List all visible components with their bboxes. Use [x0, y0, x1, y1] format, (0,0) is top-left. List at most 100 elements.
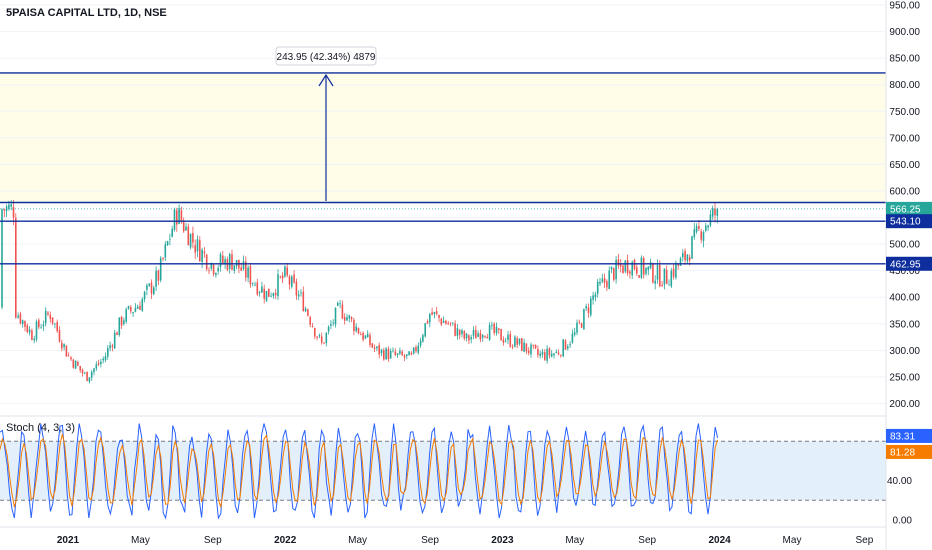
candle-body: [555, 351, 558, 353]
candle-body: [159, 258, 162, 281]
candle-body: [521, 338, 523, 351]
candle-body: [376, 346, 378, 349]
price-tick-label: 450.00: [889, 266, 920, 277]
candle-body: [709, 214, 712, 226]
candle-body: [212, 264, 215, 275]
candle-body: [638, 275, 640, 278]
candle-body: [481, 335, 484, 338]
candle-body: [626, 260, 629, 274]
candle-body: [675, 262, 677, 278]
candle-body: [178, 208, 180, 224]
price-tick-label: 200.00: [889, 399, 920, 410]
candle-body: [104, 356, 107, 361]
candle-body: [647, 266, 650, 270]
candle-body: [215, 272, 217, 276]
candle-body: [679, 258, 682, 266]
candle-body: [587, 307, 590, 313]
candle-body: [539, 353, 541, 356]
candle-body: [279, 276, 282, 278]
measure-arrow-head-icon: [318, 73, 334, 87]
candle-body: [424, 323, 426, 337]
candle-body: [182, 221, 185, 232]
candle-body: [130, 307, 132, 312]
candle-body: [631, 261, 633, 276]
stoch-k-badge-bg: [886, 428, 932, 443]
candle-body: [659, 264, 661, 287]
candle-body: [445, 320, 447, 324]
level-543-badge-bg: [886, 214, 932, 229]
candle-body: [256, 282, 259, 295]
level-462-badge: 462.95: [890, 259, 921, 270]
candle-body: [157, 270, 160, 281]
stoch-indicator-title[interactable]: Stoch (4, 3, 3): [6, 422, 76, 434]
candle-body: [403, 355, 406, 358]
candle-body: [527, 350, 530, 354]
candle-body: [562, 339, 564, 357]
candle-body: [136, 306, 139, 309]
candle-body: [440, 318, 443, 325]
candle-body: [502, 339, 505, 343]
candle-body: [654, 280, 656, 284]
candle-body: [171, 228, 173, 237]
price-tick-label: 350.00: [889, 319, 920, 330]
candle-body: [228, 254, 231, 269]
price-tick-label: 950.00: [889, 1, 920, 12]
candle-body: [284, 266, 286, 277]
candle-body: [580, 323, 583, 328]
candle-body: [714, 208, 716, 216]
candle-body: [447, 323, 449, 325]
candle-body: [472, 329, 475, 336]
candle-body: [433, 312, 436, 315]
candle-body: [84, 372, 86, 374]
candle-body: [449, 322, 452, 324]
candle-body: [564, 340, 567, 350]
candle-body: [684, 250, 686, 261]
candle-body: [488, 325, 491, 340]
levels[interactable]: [0, 72, 886, 265]
candle-body: [353, 319, 355, 332]
stoch-tick-label: 0.00: [893, 516, 913, 527]
candle-body: [629, 271, 631, 274]
candle-body: [590, 298, 592, 316]
candle-body: [208, 270, 210, 272]
candle-body: [35, 321, 38, 340]
candle-body: [355, 326, 357, 332]
candle-body: [608, 270, 610, 289]
candle-body: [350, 317, 353, 320]
candle-body: [498, 328, 500, 330]
candle-body: [173, 209, 176, 230]
candle-body: [162, 257, 164, 259]
candle-body: [148, 283, 150, 286]
candle-body: [10, 204, 12, 207]
measure-tool[interactable]: 243.95 (42.34%) 4879: [275, 46, 377, 201]
candle-body: [546, 348, 548, 361]
candle-body: [187, 226, 190, 246]
current-price-badge-bg: [886, 201, 932, 216]
candle-body: [51, 317, 54, 324]
candle-body: [33, 338, 35, 341]
time-axis-label: Sep: [204, 535, 222, 546]
candle-body: [594, 294, 597, 298]
measure-label: 243.95 (42.34%) 4879: [277, 52, 376, 63]
candle-body: [49, 314, 52, 320]
candle-body: [484, 336, 486, 337]
candle-body: [28, 329, 31, 333]
candle-body: [571, 333, 574, 343]
candle-body: [578, 321, 581, 323]
candle-body: [465, 333, 468, 339]
level-543-badge: 543.10: [890, 217, 921, 228]
candle-body: [438, 315, 440, 319]
candle-body: [670, 270, 673, 287]
candle-body: [410, 352, 413, 355]
time-axis[interactable]: 2021 May Sep 2022 May Sep 2023 May Sep 2024 May Sep: [57, 535, 874, 546]
price-tick-label: 750.00: [889, 107, 920, 118]
candle-body: [44, 310, 47, 324]
candle-body: [399, 350, 401, 354]
candle-body: [65, 345, 68, 357]
level-462-badge-bg: [886, 256, 932, 271]
candle-body: [560, 354, 562, 356]
candle-body: [406, 354, 408, 357]
candle-body: [54, 323, 56, 325]
candle-body: [300, 292, 302, 294]
